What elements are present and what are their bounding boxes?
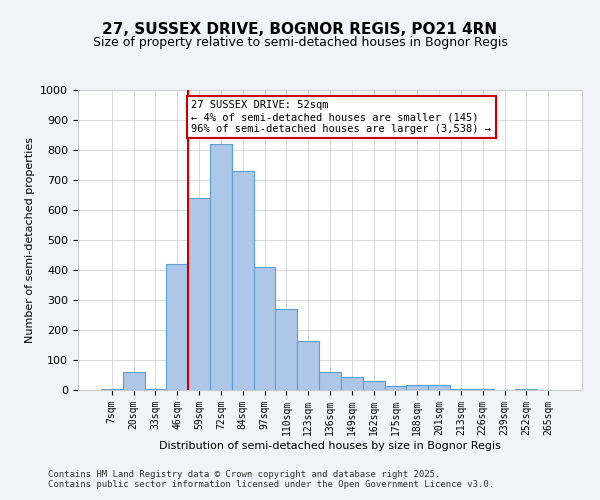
Bar xyxy=(232,171,254,390)
Bar xyxy=(210,144,232,390)
Bar xyxy=(363,381,385,390)
Bar xyxy=(385,386,406,390)
Y-axis label: Number of semi-detached properties: Number of semi-detached properties xyxy=(25,137,35,343)
Bar xyxy=(472,389,494,390)
Text: Size of property relative to semi-detached houses in Bognor Regis: Size of property relative to semi-detach… xyxy=(92,36,508,49)
Bar xyxy=(515,389,537,390)
Bar xyxy=(275,309,297,390)
Bar xyxy=(319,372,341,390)
Bar xyxy=(123,372,145,390)
Bar xyxy=(145,388,166,390)
Text: Contains HM Land Registry data © Crown copyright and database right 2025.: Contains HM Land Registry data © Crown c… xyxy=(48,470,440,479)
Bar xyxy=(166,264,188,390)
Bar xyxy=(450,388,472,390)
X-axis label: Distribution of semi-detached houses by size in Bognor Regis: Distribution of semi-detached houses by … xyxy=(159,440,501,450)
Text: 27 SUSSEX DRIVE: 52sqm
← 4% of semi-detached houses are smaller (145)
96% of sem: 27 SUSSEX DRIVE: 52sqm ← 4% of semi-deta… xyxy=(191,100,491,134)
Bar xyxy=(341,376,363,390)
Bar xyxy=(297,340,319,390)
Bar xyxy=(188,198,210,390)
Text: 27, SUSSEX DRIVE, BOGNOR REGIS, PO21 4RN: 27, SUSSEX DRIVE, BOGNOR REGIS, PO21 4RN xyxy=(103,22,497,36)
Bar xyxy=(406,385,428,390)
Bar xyxy=(428,385,450,390)
Text: Contains public sector information licensed under the Open Government Licence v3: Contains public sector information licen… xyxy=(48,480,494,489)
Bar xyxy=(254,267,275,390)
Bar xyxy=(101,388,123,390)
